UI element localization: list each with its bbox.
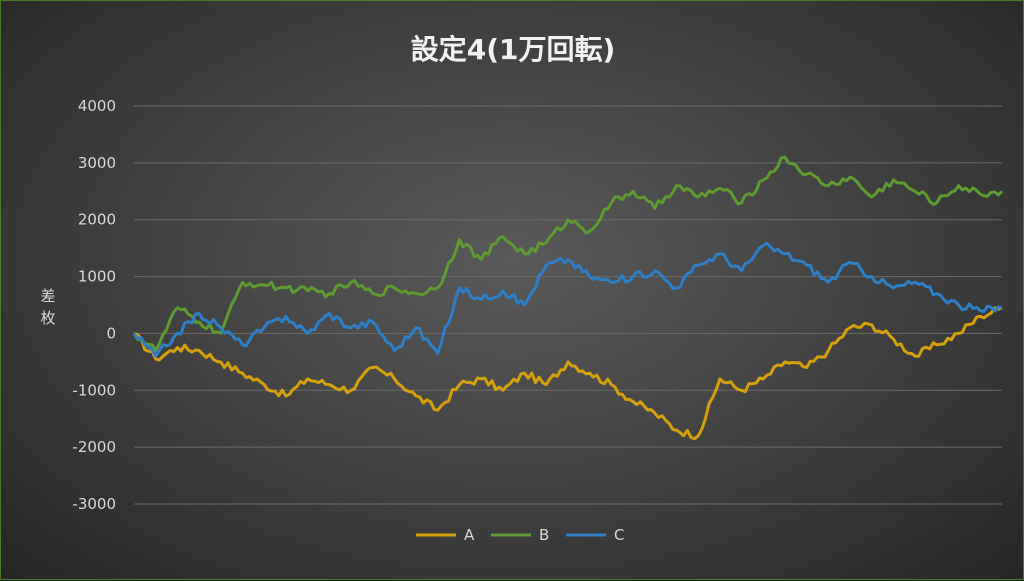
- series-line-c: [132, 241, 1003, 358]
- y-tick-label: 3000: [78, 154, 116, 172]
- y-tick-label: 2000: [78, 211, 116, 229]
- series-line-b: [132, 155, 1004, 352]
- y-tick-label: -2000: [72, 438, 116, 456]
- y-tick-label: 4000: [78, 97, 116, 115]
- gridlines: [134, 105, 1002, 505]
- legend-label-a: A: [464, 526, 475, 544]
- y-tick-label: 0: [106, 324, 116, 342]
- legend-label-b: B: [539, 526, 549, 544]
- legend-label-c: C: [614, 526, 624, 544]
- y-axis-label: 差: [40, 287, 55, 305]
- chart-title: 設定4(1万回転): [411, 33, 616, 66]
- y-tick-label: -3000: [72, 495, 116, 513]
- y-tick-label: -1000: [72, 381, 116, 399]
- series-lines: [132, 155, 1004, 441]
- y-tick-label: 1000: [78, 268, 116, 286]
- y-tick-labels: 4000 3000 2000 1000 0 -1000 -2000 -3000: [72, 97, 116, 513]
- legend: A B C: [416, 526, 624, 544]
- series-line-a: [133, 306, 1003, 441]
- y-axis-label-second-char: 枚: [40, 309, 55, 327]
